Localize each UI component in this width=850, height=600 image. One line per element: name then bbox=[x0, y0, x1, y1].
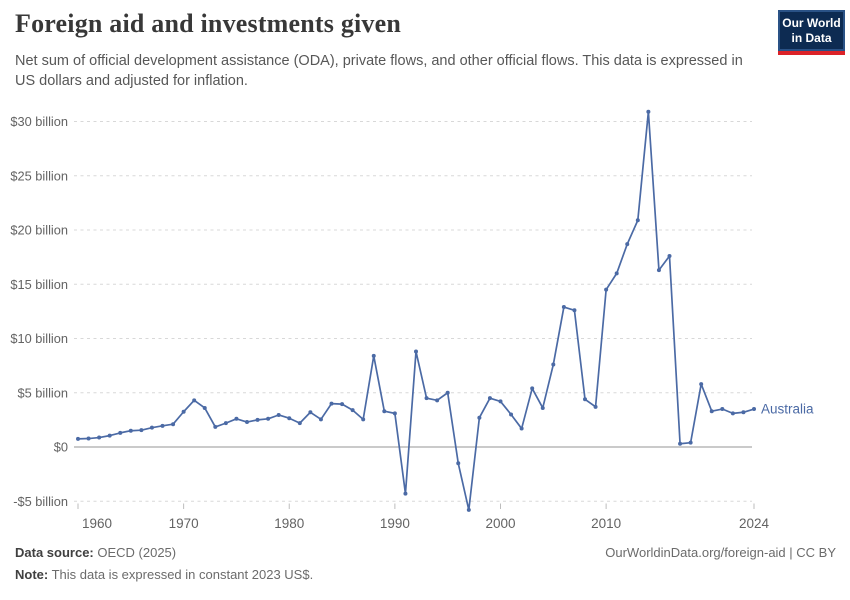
data-point bbox=[128, 428, 133, 433]
data-point bbox=[213, 424, 218, 429]
data-point bbox=[466, 507, 471, 512]
data-point bbox=[688, 440, 693, 445]
x-axis-label: 2010 bbox=[591, 516, 621, 531]
data-source-value: OECD (2025) bbox=[93, 545, 177, 560]
data-point bbox=[350, 408, 355, 413]
note-line: Note: This data is expressed in constant… bbox=[15, 567, 313, 582]
y-axis-label: $15 billion bbox=[10, 277, 68, 292]
data-point bbox=[192, 398, 197, 403]
data-point bbox=[86, 436, 91, 441]
data-point bbox=[181, 409, 186, 414]
data-point bbox=[752, 407, 756, 412]
data-point bbox=[424, 396, 429, 401]
data-point bbox=[635, 218, 640, 223]
data-point bbox=[171, 422, 176, 427]
y-axis-label: $25 billion bbox=[10, 168, 68, 183]
owid-logo-line1: Our World bbox=[782, 15, 841, 30]
data-point bbox=[392, 411, 397, 416]
data-point bbox=[614, 271, 619, 276]
data-point bbox=[667, 254, 672, 259]
australia-line bbox=[77, 110, 755, 511]
data-point bbox=[202, 405, 207, 410]
data-point bbox=[540, 405, 545, 410]
data-point bbox=[287, 416, 292, 421]
data-point bbox=[308, 410, 313, 415]
x-axis-label: 1980 bbox=[274, 516, 304, 531]
y-axis-label: $5 billion bbox=[17, 385, 68, 400]
data-point bbox=[435, 398, 440, 403]
data-point bbox=[551, 362, 556, 367]
data-point bbox=[720, 407, 725, 412]
data-point bbox=[699, 382, 704, 387]
data-point bbox=[76, 436, 80, 441]
y-axis-label: $20 billion bbox=[10, 223, 68, 238]
data-source-line: Data source: OECD (2025) bbox=[15, 545, 176, 560]
data-point bbox=[414, 349, 418, 354]
data-point bbox=[487, 396, 492, 401]
data-point bbox=[561, 305, 566, 310]
data-point bbox=[139, 428, 144, 433]
data-point bbox=[625, 242, 630, 247]
data-point bbox=[519, 426, 524, 431]
data-point bbox=[97, 435, 102, 440]
data-point bbox=[678, 441, 683, 446]
data-point bbox=[530, 386, 535, 391]
data-point bbox=[318, 417, 323, 422]
data-point bbox=[709, 409, 714, 414]
x-axis-label: 1960 bbox=[82, 516, 112, 531]
x-axis-label: 1990 bbox=[380, 516, 410, 531]
data-point bbox=[245, 420, 249, 425]
page-title: Foreign aid and investments given bbox=[15, 9, 402, 38]
data-point bbox=[297, 421, 302, 426]
series-label: Australia bbox=[761, 402, 814, 417]
data-point bbox=[604, 287, 609, 292]
data-source-label: Data source: bbox=[15, 545, 94, 560]
chart-subtitle: Net sum of official development assistan… bbox=[15, 53, 743, 89]
data-point bbox=[149, 425, 154, 430]
data-point bbox=[509, 412, 514, 417]
data-point bbox=[498, 399, 503, 404]
y-axis-label: $0 bbox=[54, 440, 68, 455]
data-point bbox=[730, 411, 735, 416]
y-axis-label: $30 billion bbox=[10, 114, 68, 129]
data-point bbox=[456, 461, 461, 466]
owid-logo-box: Our World in Data bbox=[778, 10, 845, 51]
data-point bbox=[646, 109, 651, 114]
owid-url: OurWorldinData.org/foreign-aid | CC BY bbox=[605, 545, 836, 560]
note-value: This data is expressed in constant 2023 … bbox=[48, 567, 314, 582]
data-point bbox=[118, 430, 123, 435]
data-point bbox=[223, 421, 228, 426]
note-label: Note: bbox=[15, 567, 49, 582]
data-point bbox=[266, 416, 271, 421]
data-point bbox=[477, 415, 482, 420]
data-point bbox=[656, 268, 661, 273]
x-axis-label: 2000 bbox=[485, 516, 515, 531]
owid-logo: Our World in Data bbox=[778, 10, 845, 55]
data-point bbox=[361, 417, 366, 422]
data-point bbox=[255, 417, 260, 422]
x-axis-label: 2024 bbox=[739, 516, 770, 531]
owid-logo-red-bar bbox=[778, 51, 845, 55]
data-point bbox=[445, 390, 450, 395]
data-point bbox=[329, 401, 334, 406]
x-axis-label: 1970 bbox=[169, 516, 199, 531]
data-point bbox=[107, 433, 112, 438]
data-point bbox=[572, 308, 577, 313]
data-point bbox=[593, 404, 598, 409]
data-point bbox=[403, 491, 408, 496]
y-axis-label: $10 billion bbox=[10, 331, 68, 346]
data-point bbox=[382, 409, 387, 414]
owid-logo-line2: in Data bbox=[791, 30, 832, 45]
data-point bbox=[371, 353, 376, 358]
data-point bbox=[583, 397, 587, 402]
data-point bbox=[276, 412, 281, 417]
data-point bbox=[741, 410, 746, 415]
data-point bbox=[160, 423, 165, 428]
data-point bbox=[234, 416, 239, 421]
data-point bbox=[340, 402, 345, 407]
y-axis-label: -$5 billion bbox=[13, 494, 68, 509]
